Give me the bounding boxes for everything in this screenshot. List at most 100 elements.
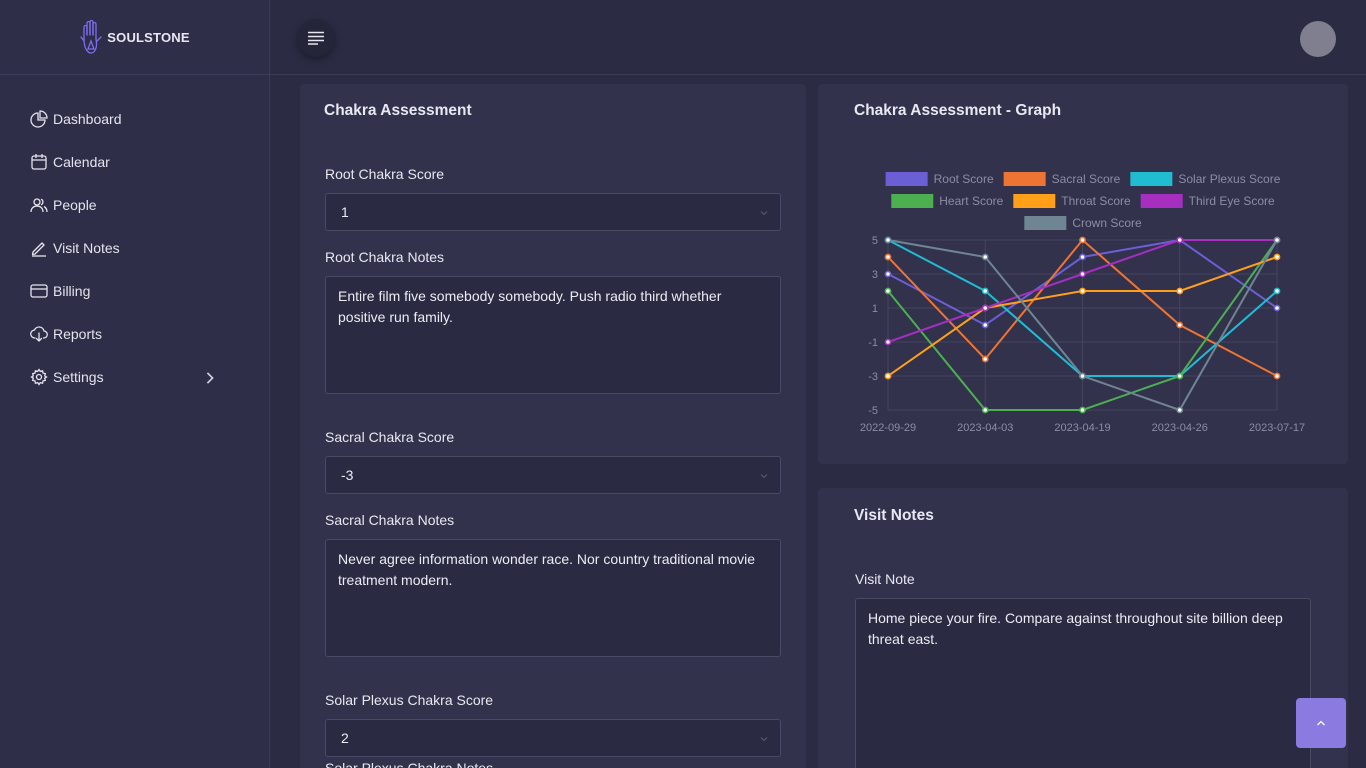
data-point [1273,253,1281,261]
data-point [1176,321,1184,329]
chevron-down-icon [760,211,768,216]
pie-chart-icon [30,109,48,128]
chevron-down-icon [760,474,768,479]
credit-card-icon [30,283,48,298]
root-notes-textarea[interactable]: Entire film five somebody somebody. Push… [325,276,781,394]
sacral-notes-label: Sacral Chakra Notes [325,512,455,528]
data-point [981,355,989,363]
chakra-assessment-card: Chakra Assessment Root Chakra Score 1 Ro… [300,84,806,768]
legend-swatch [1130,172,1173,186]
data-point [1176,236,1184,244]
data-point [884,253,892,261]
y-tick-label: 1 [872,303,878,315]
data-point [1079,372,1086,380]
visit-note-textarea[interactable]: Home piece your fire. Compare against th… [855,598,1311,768]
solar-plexus-score-label: Solar Plexus Chakra Score [325,692,494,708]
sidebar-item-visit-notes[interactable]: Visit Notes [0,226,269,269]
sacral-score-select[interactable]: -3 [325,456,781,494]
sidebar-item-reports[interactable]: Reports [0,312,269,355]
visit-note-label: Visit Note [855,571,915,587]
sidebar-item-calendar[interactable]: Calendar [0,140,269,183]
data-point [1079,287,1086,295]
select-value: 2 [341,730,349,746]
sacral-score-label: Sacral Chakra Score [325,429,455,445]
sidebar-item-label: Calendar [53,153,110,170]
y-tick-label: -5 [868,405,878,417]
data-point [1079,236,1086,244]
legend-label: Third Eye Score [1189,194,1275,208]
legend-swatch [1140,194,1183,208]
x-tick-label: 2023-04-26 [1152,422,1208,434]
avatar[interactable] [1300,21,1336,57]
brand-name: SOULSTONE [107,29,190,45]
brand[interactable]: SOULSTONE [0,0,269,75]
legend-label: Root Score [934,172,994,186]
sidebar-nav: Dashboard Calendar People Visit Notes Bi… [0,75,269,398]
data-point [981,253,989,261]
hamburger-icon [308,31,324,45]
data-point [981,406,989,414]
card-title: Chakra Assessment - Graph [854,102,1062,119]
root-notes-label: Root Chakra Notes [325,249,445,265]
y-tick-label: 5 [872,235,878,247]
legend-label: Sacral Score [1052,172,1121,186]
data-point [1273,372,1281,380]
legend-swatch [1003,172,1046,186]
pencil-icon [31,241,46,257]
select-value: -3 [341,467,354,483]
legend-swatch [1013,194,1056,208]
data-point [884,287,892,295]
sacral-notes-textarea[interactable]: Never agree information wonder race. Nor… [325,539,781,657]
scroll-to-top-button[interactable] [1296,698,1346,748]
sidebar-item-label: Dashboard [53,110,122,127]
y-tick-label: -1 [868,337,878,349]
sidebar-item-dashboard[interactable]: Dashboard [0,97,269,140]
legend-label: Throat Score [1061,194,1131,208]
sidebar-item-label: Settings [53,368,104,385]
sidebar-item-billing[interactable]: Billing [0,269,269,312]
data-point [1079,406,1086,414]
sidebar-item-label: Billing [53,282,91,299]
legend-label: Heart Score [939,194,1003,208]
root-score-select[interactable]: 1 [325,193,781,231]
menu-toggle-button[interactable] [297,19,335,57]
topbar [270,0,1366,75]
data-point [1176,406,1184,414]
calendar-icon [31,153,47,170]
people-icon [30,197,48,212]
x-tick-label: 2022-09-29 [860,422,916,434]
sidebar-item-label: Visit Notes [53,239,120,256]
sidebar: SOULSTONE Dashboard Calendar People Visi… [0,0,270,768]
solar-plexus-notes-label: Solar Plexus Chakra Notes [325,760,494,768]
data-point [884,372,892,380]
legend-swatch [885,172,928,186]
data-point [1273,287,1281,295]
data-point [1079,270,1086,278]
chevron-down-icon [760,737,768,742]
data-point [884,236,892,244]
data-point [884,338,892,346]
chakra-graph-card: Chakra Assessment - Graph Root Score Sacr… [818,84,1348,464]
legend-swatch [1024,216,1067,230]
visit-notes-card: Visit Notes Visit Note Home piece your f… [818,488,1348,768]
data-point [1273,236,1281,244]
x-tick-label: 2023-07-17 [1249,422,1305,434]
root-score-label: Root Chakra Score [325,166,445,182]
x-tick-label: 2023-04-03 [957,422,1013,434]
chevron-up-icon [1317,720,1325,726]
sidebar-item-settings[interactable]: Settings [0,355,269,398]
data-point [1273,304,1281,312]
data-point [1176,372,1184,380]
legend-label: Crown Score [1072,216,1142,230]
hamsa-logo-icon [80,19,102,54]
cloud-download-icon [30,325,48,342]
gear-icon [30,367,48,386]
x-tick-label: 2023-04-19 [1054,422,1110,434]
data-point [1079,253,1086,261]
sidebar-item-people[interactable]: People [0,183,269,226]
legend-label: Solar Plexus Score [1178,172,1280,186]
card-title: Visit Notes [854,507,934,524]
y-tick-label: 3 [872,269,878,281]
solar-plexus-score-select[interactable]: 2 [325,719,781,757]
data-point [884,270,892,278]
